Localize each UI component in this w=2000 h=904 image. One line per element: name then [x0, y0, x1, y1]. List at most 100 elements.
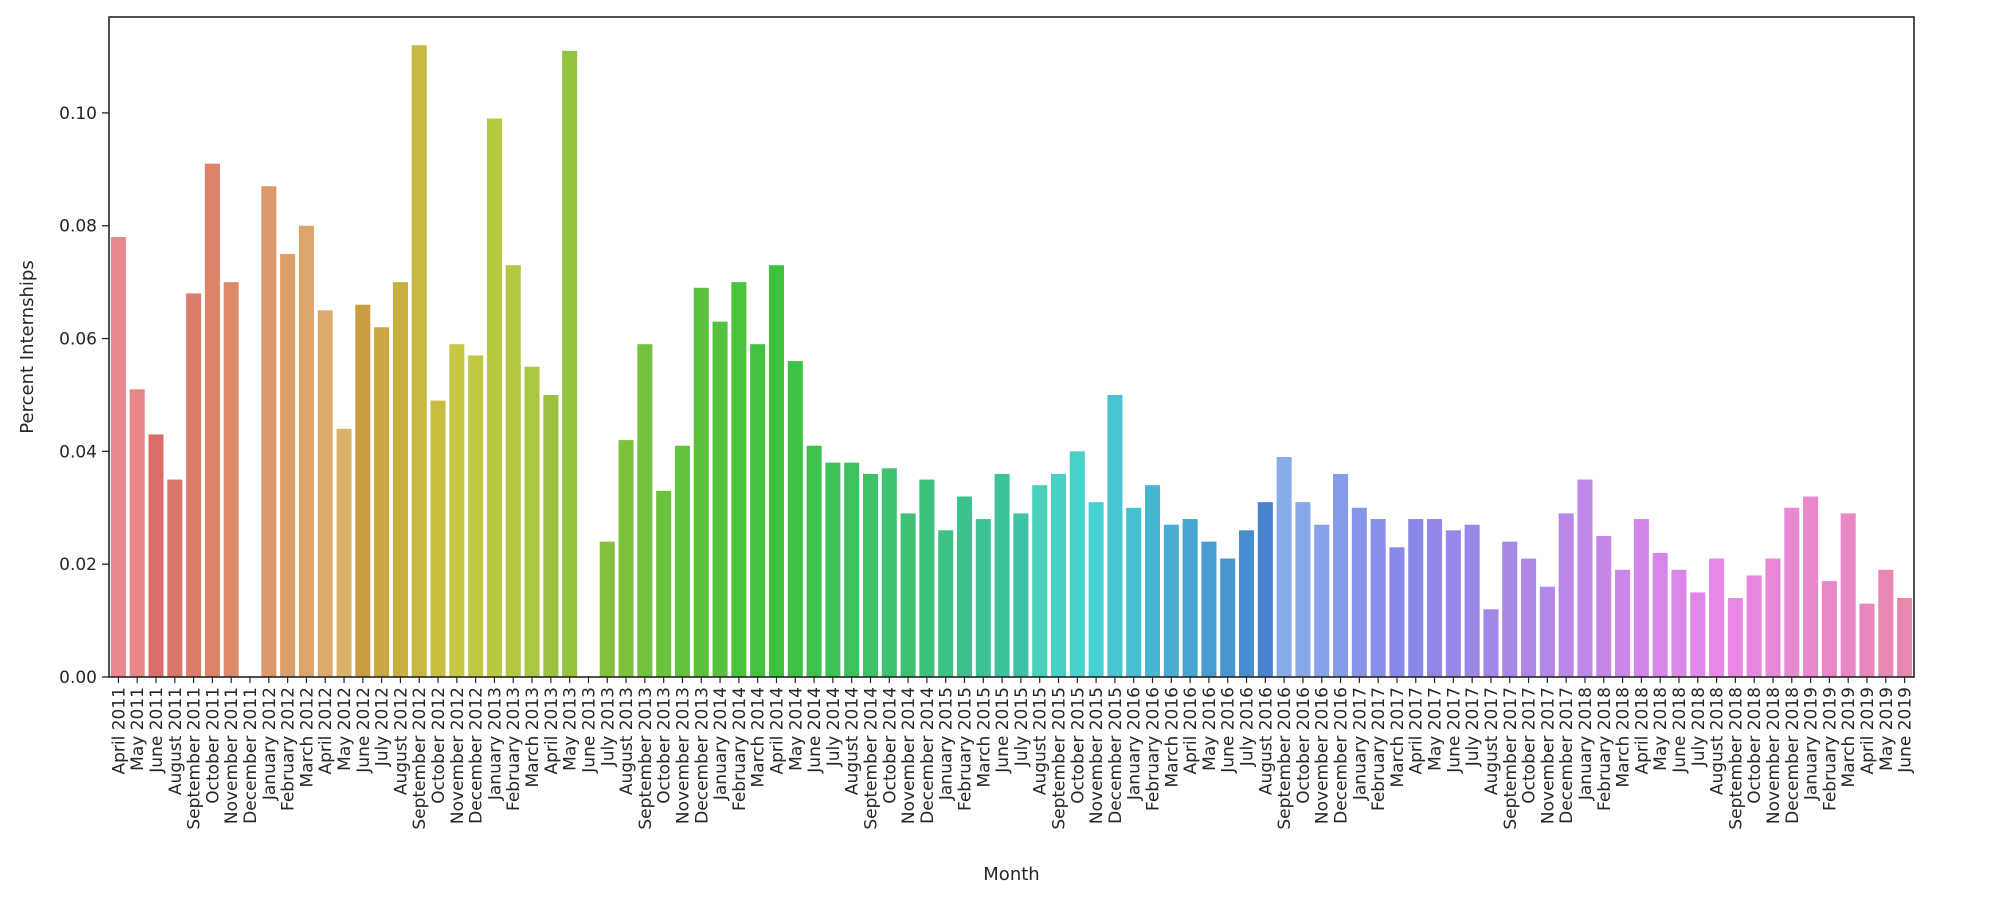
bar: [204, 163, 220, 678]
x-tick-label: October 2017: [1520, 687, 1540, 804]
bar: [223, 282, 239, 677]
x-tick-label: November 2013: [673, 687, 693, 824]
x-tick-label: October 2011: [203, 687, 223, 804]
x-tick-label: January 2014: [711, 687, 731, 801]
bar: [881, 468, 897, 677]
x-tick-label: April 2019: [1858, 687, 1878, 775]
bar: [1690, 592, 1706, 677]
bar: [186, 293, 202, 677]
bar: [486, 118, 502, 678]
bar: [938, 530, 954, 677]
x-tick-label: December 2017: [1557, 687, 1577, 824]
x-tick-label: May 2017: [1426, 687, 1446, 771]
bar: [1577, 479, 1593, 677]
y-tick-label: 0.10: [59, 104, 97, 124]
bar: [524, 366, 540, 677]
bar: [975, 519, 991, 677]
bar: [1709, 558, 1725, 677]
bar: [1878, 569, 1894, 677]
x-tick-label: June 2013: [579, 687, 599, 774]
x-tick-label: February 2016: [1144, 687, 1164, 811]
bar: [261, 186, 277, 678]
x-tick-label: June 2019: [1896, 687, 1916, 774]
bar: [1483, 609, 1499, 677]
x-tick-label: October 2012: [429, 687, 449, 804]
bar: [900, 513, 916, 677]
x-tick-label: September 2012: [410, 687, 430, 830]
bar: [1088, 502, 1104, 677]
x-tick-label: May 2011: [128, 687, 148, 771]
x-tick-label: May 2018: [1651, 687, 1671, 771]
x-tick-label: July 2018: [1689, 687, 1709, 767]
x-tick-label: November 2018: [1764, 687, 1784, 824]
x-tick-label: September 2015: [1050, 687, 1070, 830]
bar: [1803, 496, 1819, 677]
x-tick-label: May 2016: [1200, 687, 1220, 771]
x-tick-label: January 2018: [1576, 687, 1596, 801]
bar: [1427, 519, 1443, 677]
bar: [468, 355, 484, 677]
bar: [1727, 598, 1743, 677]
x-tick-label: January 2019: [1802, 687, 1822, 801]
x-tick-label: November 2012: [448, 687, 468, 824]
x-tick-label: April 2016: [1181, 687, 1201, 775]
bar: [1615, 569, 1631, 677]
bar: [862, 473, 878, 677]
x-tick-label: September 2017: [1501, 687, 1521, 830]
bar: [1351, 507, 1367, 677]
bar: [430, 400, 446, 677]
bar: [1840, 513, 1856, 677]
bar: [1370, 519, 1386, 677]
x-axis-title: Month: [983, 864, 1039, 885]
bar: [1521, 558, 1537, 677]
bar: [674, 445, 690, 677]
x-tick-label: February 2014: [730, 687, 750, 811]
bar: [1671, 569, 1687, 677]
x-tick-label: May 2019: [1877, 687, 1897, 771]
bar: [806, 445, 822, 677]
bar: [1784, 507, 1800, 677]
bar: [355, 304, 371, 677]
x-tick-label: April 2014: [767, 687, 787, 775]
bar: [167, 479, 183, 677]
bar: [1746, 575, 1762, 677]
bar: [1257, 502, 1273, 677]
x-tick-label: August 2011: [166, 687, 186, 795]
x-tick-label: January 2017: [1350, 687, 1370, 801]
x-tick-label: June 2018: [1670, 687, 1690, 774]
x-tick-label: August 2014: [843, 687, 863, 795]
bar: [1633, 519, 1649, 677]
bar: [1539, 586, 1555, 677]
x-tick-label: July 2017: [1463, 687, 1483, 767]
bar: [562, 50, 578, 678]
x-tick-label: March 2017: [1388, 687, 1408, 788]
y-axis-title: Percent Internships: [17, 260, 38, 433]
bar: [449, 344, 465, 677]
bar: [1314, 524, 1330, 677]
bar: [656, 490, 672, 677]
x-tick-label: December 2012: [467, 687, 487, 824]
bar: [1652, 552, 1668, 677]
x-tick-label: October 2016: [1294, 687, 1314, 804]
x-tick-label: January 2016: [1125, 687, 1145, 801]
bar: [374, 327, 390, 677]
x-tick-label: April 2013: [542, 687, 562, 775]
bar: [1596, 535, 1612, 677]
x-tick-label: November 2017: [1538, 687, 1558, 824]
x-tick-label: September 2011: [185, 687, 205, 830]
bar: [787, 361, 803, 677]
bar: [1032, 485, 1048, 677]
x-tick-label: March 2016: [1162, 687, 1182, 788]
bar: [280, 253, 296, 678]
bar: [599, 541, 615, 677]
bar: [298, 225, 314, 677]
x-tick-label: February 2012: [279, 687, 299, 811]
bar: [1821, 581, 1837, 677]
x-tick-label: February 2013: [504, 687, 524, 811]
x-tick-label: October 2015: [1068, 687, 1088, 804]
bar: [1107, 394, 1123, 677]
x-tick-label: June 2012: [354, 687, 374, 774]
bar: [731, 282, 747, 677]
bar: [750, 344, 766, 677]
